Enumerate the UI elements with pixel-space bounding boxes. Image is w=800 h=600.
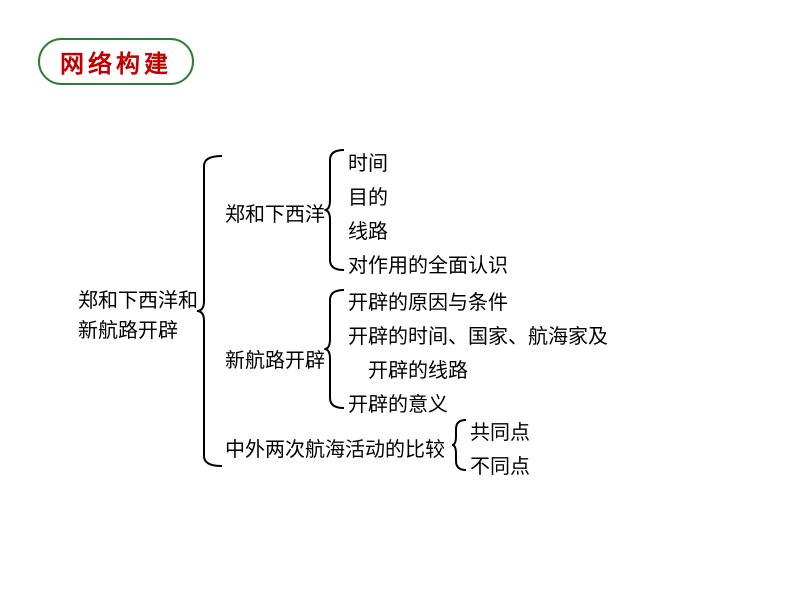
brace-c xyxy=(456,420,466,470)
leaf-c1: 共同点 xyxy=(470,416,530,445)
leaf-a4: 对作用的全面认识 xyxy=(348,249,508,278)
brace-a xyxy=(330,150,344,270)
leaf-c2: 不同点 xyxy=(470,450,530,479)
branch-b-label: 新航路开辟 xyxy=(225,344,325,373)
leaf-b2-line1: 开辟的时间、国家、航海家及 xyxy=(348,320,608,349)
leaf-a3: 线路 xyxy=(348,215,388,244)
leaf-b3: 开辟的意义 xyxy=(348,388,448,417)
root-line-2: 新航路开辟 xyxy=(78,314,178,343)
brace-b xyxy=(330,290,344,408)
brace-root xyxy=(204,156,222,466)
section-badge: 网络构建 xyxy=(38,38,194,85)
root-line-1: 郑和下西洋和 xyxy=(78,284,198,313)
leaf-b2-line2: 开辟的线路 xyxy=(368,354,468,383)
leaf-b1: 开辟的原因与条件 xyxy=(348,286,508,315)
branch-a-label: 郑和下西洋 xyxy=(225,198,325,227)
leaf-a1: 时间 xyxy=(348,147,388,176)
branch-c-label: 中外两次航海活动的比较 xyxy=(225,433,445,462)
leaf-a2: 目的 xyxy=(348,181,388,210)
